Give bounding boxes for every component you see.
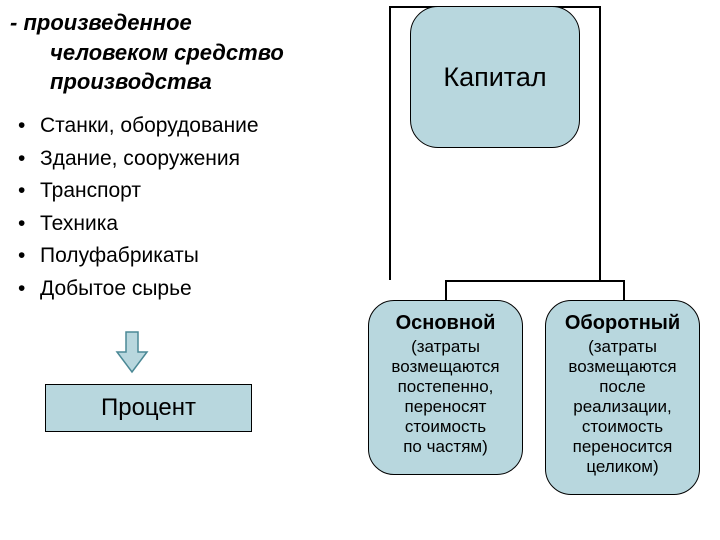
list-item: Станки, оборудование [18, 110, 358, 143]
list-item-label: Техника [40, 212, 118, 235]
percent-box: Процент [45, 384, 252, 432]
list-item-label: Здание, сооружения [40, 147, 240, 170]
connector [445, 280, 623, 282]
connector [623, 280, 625, 300]
list-item-label: Полуфабрикаты [40, 244, 199, 267]
tree-child-title: Оборотный [552, 311, 693, 335]
list-item-label: Станки, оборудование [40, 114, 259, 137]
list-item: Полуфабрикаты [18, 240, 358, 273]
list-item: Добытое сырье [18, 273, 358, 306]
slide-canvas: - произведенное человеком средство произ… [0, 0, 720, 540]
connector [445, 280, 447, 300]
tree-child-node: Оборотный (затраты возмещаются после реа… [545, 300, 700, 495]
down-arrow-icon [115, 330, 149, 374]
list-item-label: Транспорт [40, 179, 141, 202]
definition-line-3: производства [10, 67, 350, 97]
tree-child-node: Основной (затраты возмещаются постепенно… [368, 300, 523, 475]
list-item-label: Добытое сырье [40, 277, 192, 300]
definition-block: - произведенное человеком средство произ… [10, 8, 350, 97]
connector [599, 6, 601, 280]
list-item: Транспорт [18, 175, 358, 208]
definition-line-2: человеком средство [10, 38, 350, 68]
connector [389, 6, 391, 280]
tree-root-node: Капитал [410, 6, 580, 148]
list-item: Здание, сооружения [18, 143, 358, 176]
percent-label: Процент [101, 394, 196, 422]
tree-child-title: Основной [375, 311, 516, 335]
tree-child-subtitle: (затраты возмещаются после реализации, с… [552, 337, 693, 477]
tree-root-label: Капитал [443, 62, 546, 93]
tree-child-subtitle: (затраты возмещаются постепенно, перенос… [375, 337, 516, 457]
bullet-list: Станки, оборудование Здание, сооружения … [18, 110, 358, 305]
definition-line-1: - произведенное [10, 10, 192, 35]
list-item: Техника [18, 208, 358, 241]
